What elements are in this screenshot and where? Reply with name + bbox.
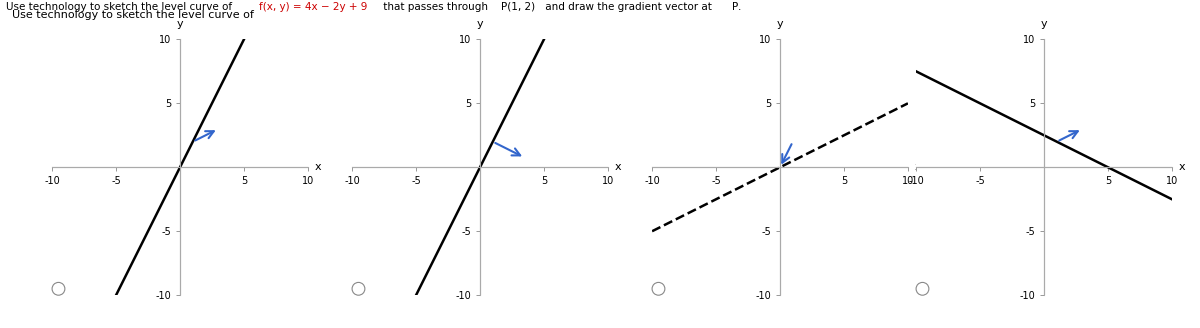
Text: x: x xyxy=(614,162,620,172)
Text: y: y xyxy=(1040,19,1048,29)
Text: Use technology to sketch the level curve of: Use technology to sketch the level curve… xyxy=(6,2,235,11)
Text: that passes through: that passes through xyxy=(380,2,492,11)
Text: P(1, 2): P(1, 2) xyxy=(502,2,535,11)
Text: Use technology to sketch the level curve of: Use technology to sketch the level curve… xyxy=(12,10,257,20)
Text: f(x, y) = 4x − 2y + 9: f(x, y) = 4x − 2y + 9 xyxy=(259,2,368,11)
Text: y: y xyxy=(476,19,484,29)
Text: x: x xyxy=(314,162,320,172)
Text: and draw the gradient vector at: and draw the gradient vector at xyxy=(541,2,715,11)
Text: P: P xyxy=(732,2,738,11)
Text: x: x xyxy=(1178,162,1184,172)
Text: x: x xyxy=(914,162,920,172)
Text: y: y xyxy=(176,19,184,29)
Text: .: . xyxy=(738,2,740,11)
Text: y: y xyxy=(776,19,784,29)
